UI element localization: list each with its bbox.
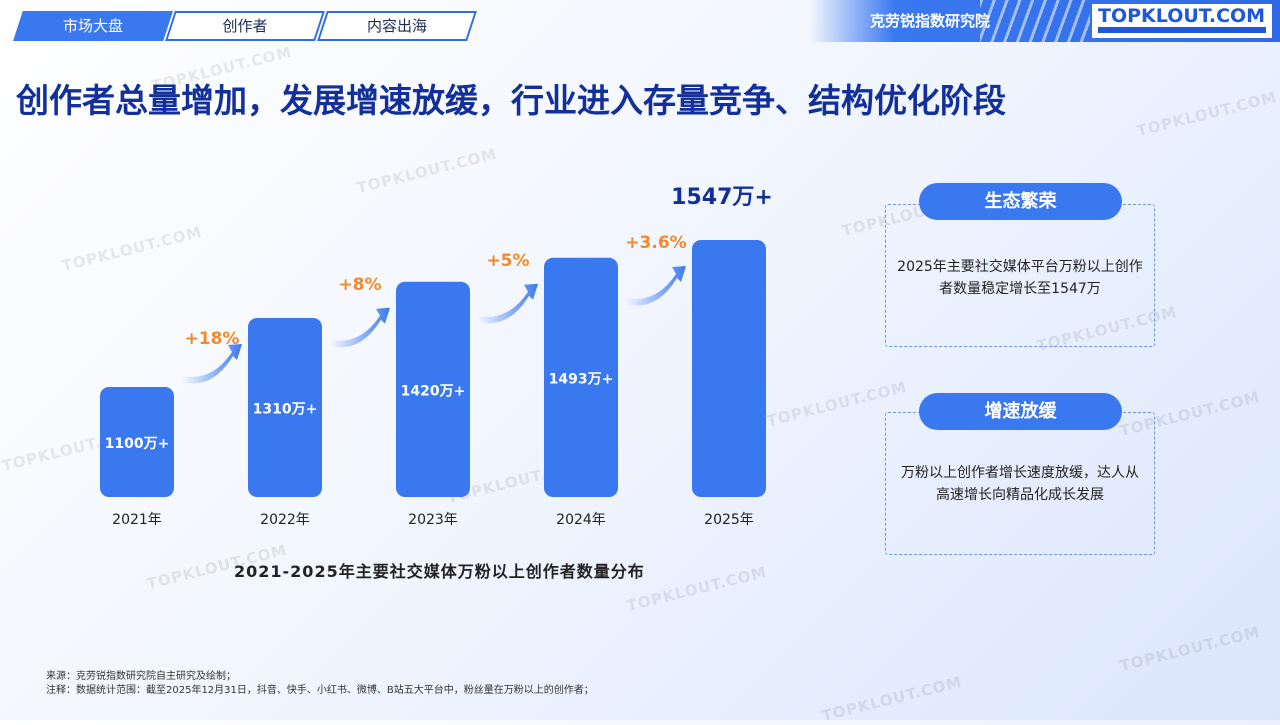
growth-arrow-icon xyxy=(478,283,538,324)
card-ecosystem-text: 2025年主要社交媒体平台万粉以上创作者数量稳定增长至1547万 xyxy=(897,259,1143,297)
growth-arrow-icon xyxy=(626,266,686,306)
scope-note: 注释：数据统计范围：截至2025年12月31日，抖音、快手、小红书、微博、B站五… xyxy=(46,685,594,696)
bar-value-label: 1420万+ xyxy=(401,383,466,399)
source-note: 来源：克劳锐指数研究院自主研究及绘制； xyxy=(46,671,236,682)
watermark: TOPKLOUT.COM xyxy=(444,454,589,508)
growth-arrow-icon xyxy=(182,343,242,384)
card-ecosystem-title: 生态繁荣 xyxy=(919,183,1122,220)
growth-arrow-icon xyxy=(330,307,390,348)
x-tick-label: 2021年 xyxy=(112,512,162,528)
watermark: TOPKLOUT.COM xyxy=(819,672,964,725)
watermark: TOPKLOUT.COM xyxy=(624,562,769,616)
x-tick-label: 2025年 xyxy=(704,512,754,528)
x-tick-label: 2023年 xyxy=(408,512,458,528)
tab-label: 市场大盘 xyxy=(62,17,123,35)
chart-caption: 2021-2025年主要社交媒体万粉以上创作者数量分布 xyxy=(234,562,645,581)
logo-underline xyxy=(1098,27,1266,33)
brand-stripes xyxy=(980,0,1090,42)
watermark: TOPKLOUT.COM xyxy=(59,222,204,276)
growth-rate-label: +18% xyxy=(185,329,240,349)
growth-rate-label: +3.6% xyxy=(625,233,686,253)
tab-label: 内容出海 xyxy=(366,17,427,35)
logo-text: TOPKLOUT.COM xyxy=(1098,5,1266,27)
watermark: TOPKLOUT.COM xyxy=(1134,87,1279,141)
top-bar: 市场大盘 创作者 内容出海 克劳锐指数研究院 TOPKLOUT.COM xyxy=(0,0,1280,42)
growth-rate-label: +5% xyxy=(486,251,529,271)
brand-name: 克劳锐指数研究院 xyxy=(869,12,990,30)
tab-content-overseas[interactable]: 内容出海 xyxy=(317,11,477,41)
bar-value-label: 1547万+ xyxy=(671,185,773,210)
tab-label: 创作者 xyxy=(222,17,268,35)
card-slowdown-title: 增速放缓 xyxy=(919,393,1122,430)
topklout-logo: TOPKLOUT.COM xyxy=(1092,4,1272,38)
bar-value-label: 1310万+ xyxy=(253,401,318,417)
watermark: TOPKLOUT.COM xyxy=(0,422,144,476)
x-tick-label: 2022年 xyxy=(260,512,310,528)
card-slowdown-text: 万粉以上创作者增长速度放缓，达人从高速增长向精品化成长发展 xyxy=(901,465,1139,503)
tab-market-overview[interactable]: 市场大盘 xyxy=(13,11,173,41)
page-title: 创作者总量增加，发展增速放缓，行业进入存量竞争、结构优化阶段 xyxy=(16,81,1006,120)
watermark: TOPKLOUT.COM xyxy=(354,144,499,198)
watermark: TOPKLOUT.COM xyxy=(1117,622,1262,676)
growth-rate-label: +8% xyxy=(338,275,381,295)
bar-value-label: 1493万+ xyxy=(549,371,614,387)
tab-creators[interactable]: 创作者 xyxy=(165,11,325,41)
x-tick-label: 2024年 xyxy=(556,512,606,528)
bar-2022年 xyxy=(248,317,322,497)
bar-2023年 xyxy=(396,281,470,497)
footnotes: 来源：克劳锐指数研究院自主研究及绘制； 注释：数据统计范围：截至2025年12月… xyxy=(46,670,594,698)
bar-2025年 xyxy=(692,240,766,497)
